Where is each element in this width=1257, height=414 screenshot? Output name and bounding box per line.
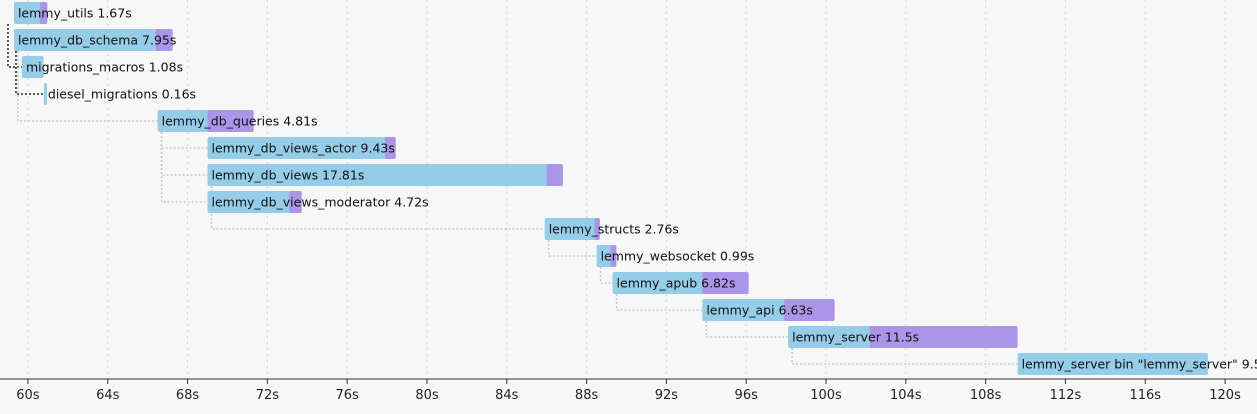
codegen-segment: [702, 272, 749, 294]
codegen-segment: [546, 164, 563, 186]
codegen-segment: [155, 29, 173, 51]
bar-label: lemmy_api 6.63s: [706, 303, 813, 318]
bar-lemmy-utils: [13, 2, 48, 24]
x-tick-label: 72s: [256, 388, 280, 403]
bar-lemmy-db-views-actor: [207, 137, 396, 159]
codegen-segment: [610, 245, 617, 267]
bar-label: lemmy_db_queries 4.81s: [162, 114, 318, 129]
x-tick-label: 104s: [890, 388, 922, 403]
codegen-segment: [39, 2, 48, 24]
x-tick-label: 68s: [176, 388, 200, 403]
dependency-line: [17, 51, 158, 122]
bar-label: migrations_macros 1.08s: [26, 60, 183, 75]
x-tick-label: 112s: [1050, 388, 1082, 403]
dependency-line: [705, 321, 789, 338]
bar-label: lemmy_server 11.5s: [792, 330, 919, 345]
dependency-line: [791, 348, 1018, 365]
dependency-line: [160, 132, 208, 176]
codegen-segment: [385, 137, 396, 159]
dependency-line: [15, 51, 44, 95]
x-tick-label: 116s: [1129, 388, 1161, 403]
bar-diesel-migrations: [43, 83, 48, 105]
x-tick-label: 64s: [96, 388, 120, 403]
x-tick-label: 60s: [16, 388, 40, 403]
bar-label: lemmy_db_views_moderator 4.72s: [212, 195, 429, 210]
dependency-line: [547, 240, 597, 257]
dependency-line: [615, 294, 703, 311]
dependency-line: [599, 267, 613, 284]
codegen-segment: [594, 218, 600, 240]
x-tick-label: 120s: [1209, 388, 1241, 403]
bar-label: diesel_migrations 0.16s: [48, 87, 196, 102]
x-tick-label: 100s: [810, 388, 842, 403]
bar-labels: lemmy_utils 1.67s lemmy_db_schema 7.95s mi…: [18, 6, 1257, 372]
bar-label: lemmy_db_views 17.81s: [212, 168, 365, 183]
bar-lemmy-structs: [544, 218, 600, 240]
dependency-line: [160, 132, 208, 203]
bar-label: lemmy_server bin "lemmy_server" 9.54s: [1022, 357, 1257, 372]
codegen-segment: [869, 326, 1018, 348]
dependency-lines: [7, 24, 1018, 365]
bar-lemmy-server-bin: [1017, 353, 1208, 375]
dependency-line: [210, 186, 545, 230]
x-tick-label: 80s: [415, 388, 439, 403]
x-tick-label: 92s: [655, 388, 679, 403]
x-tick-label: 88s: [575, 388, 599, 403]
bar-label: lemmy_websocket 0.99s: [601, 249, 755, 264]
bars-layer: [13, 2, 1208, 375]
bar-label: lemmy_structs 2.76s: [549, 222, 679, 237]
codegen-segment: [784, 299, 835, 321]
bar-lemmy-db-views-moderator: [207, 191, 302, 213]
bar-label: lemmy_apub 6.82s: [617, 276, 736, 291]
codegen-segment: [207, 110, 254, 132]
x-tick-label: 96s: [735, 388, 759, 403]
x-axis: 60s 64s 68s 72s 76s 80s 84s 88s 92s 96s 100s 104s 10…: [0, 378, 1257, 403]
x-tick-label: 84s: [495, 388, 519, 403]
bar-label: lemmy_utils 1.67s: [18, 6, 132, 21]
bar-label: lemmy_db_views_actor 9.43s: [212, 141, 395, 156]
bar-lemmy-db-schema: [13, 29, 173, 51]
bar-label: lemmy_db_schema 7.95s: [18, 33, 176, 48]
x-tick-label: 76s: [336, 388, 360, 403]
codegen-segment: [289, 191, 302, 213]
bar-migrations-macros: [21, 56, 44, 78]
x-tick-label: 108s: [970, 388, 1002, 403]
bar-lemmy-db-views: [207, 164, 563, 186]
